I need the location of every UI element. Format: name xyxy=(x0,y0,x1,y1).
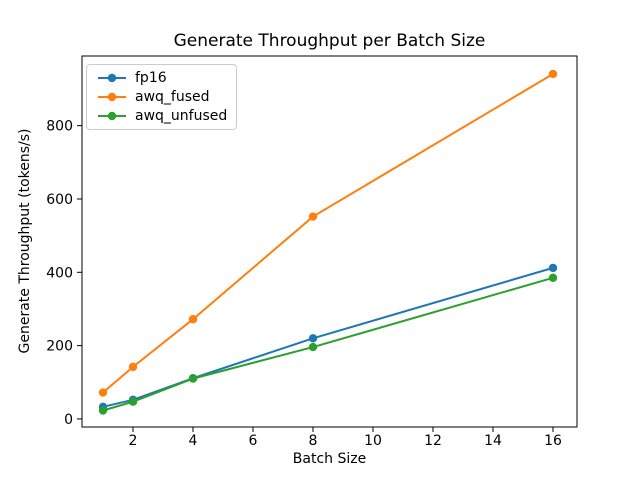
legend-line-marker-icon xyxy=(98,111,126,120)
x-tick-label: 4 xyxy=(189,433,198,449)
x-tick-label: 8 xyxy=(309,433,318,449)
legend-item-fp16: fp16 xyxy=(96,69,227,88)
x-tick-label: 16 xyxy=(544,433,562,449)
data-point-awq_unfused xyxy=(188,374,198,383)
data-point-awq_fused xyxy=(128,362,138,372)
data-point-awq_unfused xyxy=(128,397,138,406)
y-tick-label: 400 xyxy=(46,265,73,281)
data-point-fp16 xyxy=(548,263,558,273)
x-tick-label: 12 xyxy=(424,433,442,449)
series-line-awq_unfused xyxy=(102,276,554,412)
legend-item-awq_unfused: awq_unfused xyxy=(96,106,227,125)
legend-label: fp16 xyxy=(135,70,167,87)
data-point-awq_unfused xyxy=(548,273,558,282)
legend-item-awq_fused: awq_fused xyxy=(96,88,227,107)
x-tick-label: 10 xyxy=(364,433,382,449)
legend-label: awq_fused xyxy=(135,89,210,105)
x-tick-label: 14 xyxy=(484,433,502,449)
y-tick-label: 0 xyxy=(64,412,73,428)
data-point-awq_unfused xyxy=(98,406,108,415)
data-point-awq_fused xyxy=(98,388,108,397)
legend: fp16 awq_fused awq_unfused xyxy=(86,64,238,130)
data-point-awq_fused xyxy=(308,212,318,221)
x-tick-label: 6 xyxy=(249,433,258,449)
x-tick-label: 2 xyxy=(129,433,138,449)
data-point-fp16 xyxy=(308,334,318,343)
x-axis-label: Batch Size xyxy=(292,451,367,467)
chart-title: Generate Throughput per Batch Size xyxy=(173,31,486,51)
data-point-awq_fused xyxy=(548,69,558,79)
data-point-awq_unfused xyxy=(308,342,318,352)
y-tick-label: 800 xyxy=(46,119,73,135)
y-tick-label: 200 xyxy=(46,339,73,355)
legend-line-marker-icon xyxy=(98,92,126,102)
y-tick-label: 600 xyxy=(46,192,73,208)
legend-label: awq_unfused xyxy=(135,107,228,124)
legend-line-marker-icon xyxy=(98,74,126,83)
axes-frame xyxy=(81,55,578,428)
data-point-awq_fused xyxy=(188,315,198,324)
